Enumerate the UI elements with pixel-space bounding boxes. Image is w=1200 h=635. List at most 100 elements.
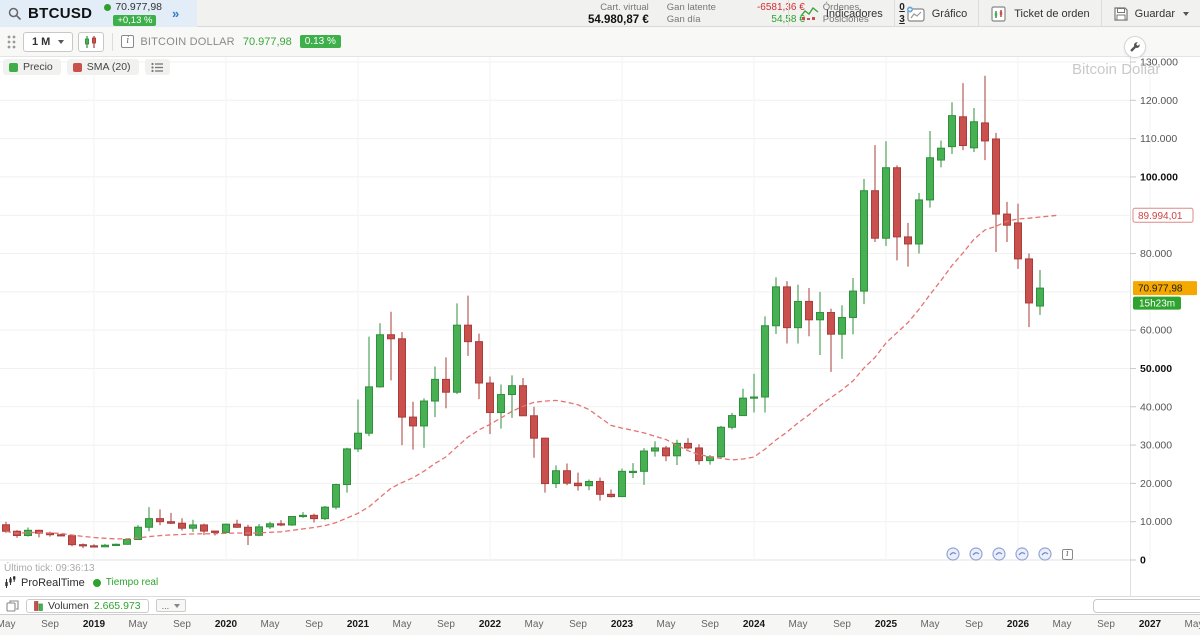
candle [189, 524, 197, 529]
chart-settings-button[interactable] [1124, 36, 1146, 58]
candle [376, 334, 384, 388]
x-axis-label: May [260, 619, 280, 630]
chart-button[interactable]: Gráfico [893, 0, 978, 27]
svg-text:20.000: 20.000 [1140, 478, 1172, 490]
news-info-icon[interactable]: i [1062, 548, 1073, 560]
posiciones-label: Posiciones [822, 13, 869, 25]
svg-text:130.000: 130.000 [1140, 57, 1178, 68]
chart-watermark: Bitcoin Dollar [1072, 61, 1161, 78]
posiciones-count[interactable]: 3 [899, 13, 905, 25]
panels-icon[interactable] [6, 599, 19, 612]
news-event-icon[interactable] [1038, 547, 1052, 561]
time-axis[interactable]: May Sep 2019 May Sep 2020 May Sep 2021 May Sep 2022… [0, 614, 1200, 635]
indicators-button[interactable]: Indicadores [787, 0, 894, 27]
candle [145, 518, 153, 528]
sma-legend-chip[interactable]: SMA (20) [66, 59, 139, 75]
toolbar-divider [112, 32, 114, 51]
legend-list-button[interactable] [144, 59, 170, 75]
news-event-icon[interactable] [969, 547, 983, 561]
instrument-price: 70.977,98 [242, 35, 292, 48]
x-axis-label: Sep [833, 619, 851, 630]
candle [893, 167, 901, 238]
volume-more-button[interactable]: ... [155, 599, 187, 612]
last-tick-status: Último tick: 09:36:13 [4, 563, 95, 574]
expand-panel-button[interactable]: » [172, 6, 180, 21]
news-event-icon[interactable] [946, 547, 960, 561]
candle [860, 190, 868, 292]
indicators-button-label: Indicadores [825, 7, 883, 20]
candle [970, 121, 978, 149]
top-header: BTCUSD 70.977,98 +0,13 % » Cart. virtual… [0, 0, 1200, 27]
candle [497, 394, 505, 414]
x-axis-label: 2025 [874, 619, 898, 630]
ellipsis-icon: ... [161, 600, 170, 611]
candle [310, 514, 318, 520]
candle [519, 385, 527, 417]
x-axis-label: May [788, 619, 808, 630]
candle [530, 415, 538, 439]
candle [409, 416, 417, 427]
x-axis-label: May [656, 619, 676, 630]
candle [904, 236, 912, 245]
sma-axis-marker: 89.994,01 [1132, 207, 1194, 223]
candle [1025, 258, 1033, 304]
news-markers: i [946, 547, 1073, 561]
x-axis-label: 2020 [214, 619, 238, 630]
info-icon[interactable]: i [121, 35, 135, 48]
svg-text:40.000: 40.000 [1140, 401, 1172, 413]
volume-indicator-chip[interactable]: Volumen 2.665.973 [26, 598, 149, 613]
svg-text:50.000: 50.000 [1140, 363, 1172, 375]
candle [992, 138, 1000, 215]
candle [365, 386, 373, 434]
gan-latente-label: Gan latente [666, 1, 716, 13]
drag-handle-icon[interactable] [7, 34, 17, 49]
chevron-down-icon [58, 39, 65, 44]
gan-latente-value: -6581,36 € [756, 1, 805, 13]
price-axis[interactable]: 0 10.000 20.000 30.000 40.000 50.000 60.000 80.… [1130, 57, 1178, 567]
candle [574, 482, 582, 487]
candle [816, 312, 824, 321]
order-ticket-button[interactable]: Ticket de orden [978, 0, 1100, 27]
change-badge: +0,13 % [113, 14, 157, 26]
svg-text:110.000: 110.000 [1140, 133, 1177, 145]
x-axis-label: 2023 [610, 619, 634, 630]
news-event-icon[interactable] [1015, 547, 1029, 561]
candle [849, 290, 857, 319]
price-chart-canvas[interactable]: 0 10.000 20.000 30.000 40.000 50.000 60.000 80.… [0, 57, 1200, 597]
save-button[interactable]: Guardar [1100, 0, 1200, 27]
candle [387, 334, 395, 340]
x-axis-label: Sep [701, 619, 719, 630]
news-event-icon[interactable] [992, 547, 1006, 561]
candle [244, 526, 252, 536]
x-axis-label: May [920, 619, 940, 630]
x-axis-label: 2022 [478, 619, 502, 630]
candle [431, 378, 439, 402]
x-axis-label: 2026 [1006, 619, 1030, 630]
ordenes-count[interactable]: 0 [899, 1, 905, 13]
price-legend-chip[interactable]: Precio [3, 59, 61, 75]
timeframe-select[interactable]: 1 M [23, 31, 74, 52]
candle [739, 397, 747, 417]
timeline-scrollbar-thumb[interactable] [1093, 599, 1200, 613]
volume-icon [34, 600, 43, 611]
candle [1036, 287, 1044, 307]
candle [79, 544, 87, 547]
candle [640, 450, 648, 472]
candle [882, 167, 890, 239]
candle [783, 286, 791, 329]
svg-text:30.000: 30.000 [1140, 440, 1172, 452]
candle-countdown-marker: 15h23m [1133, 296, 1181, 310]
candle [354, 432, 362, 450]
candle [937, 147, 945, 161]
quote-price: 70.977,98 [115, 0, 163, 13]
instrument-change-badge: 0.13 % [299, 35, 341, 48]
chart-style-button[interactable] [78, 31, 105, 52]
x-axis-label: 2024 [742, 619, 766, 630]
search-icon[interactable] [8, 7, 22, 21]
candle [827, 312, 835, 335]
candle [68, 535, 76, 546]
candle [607, 493, 615, 498]
candle [805, 300, 813, 321]
x-axis-label: May [128, 619, 148, 630]
order-ticket-button-label: Ticket de orden [1014, 7, 1090, 20]
